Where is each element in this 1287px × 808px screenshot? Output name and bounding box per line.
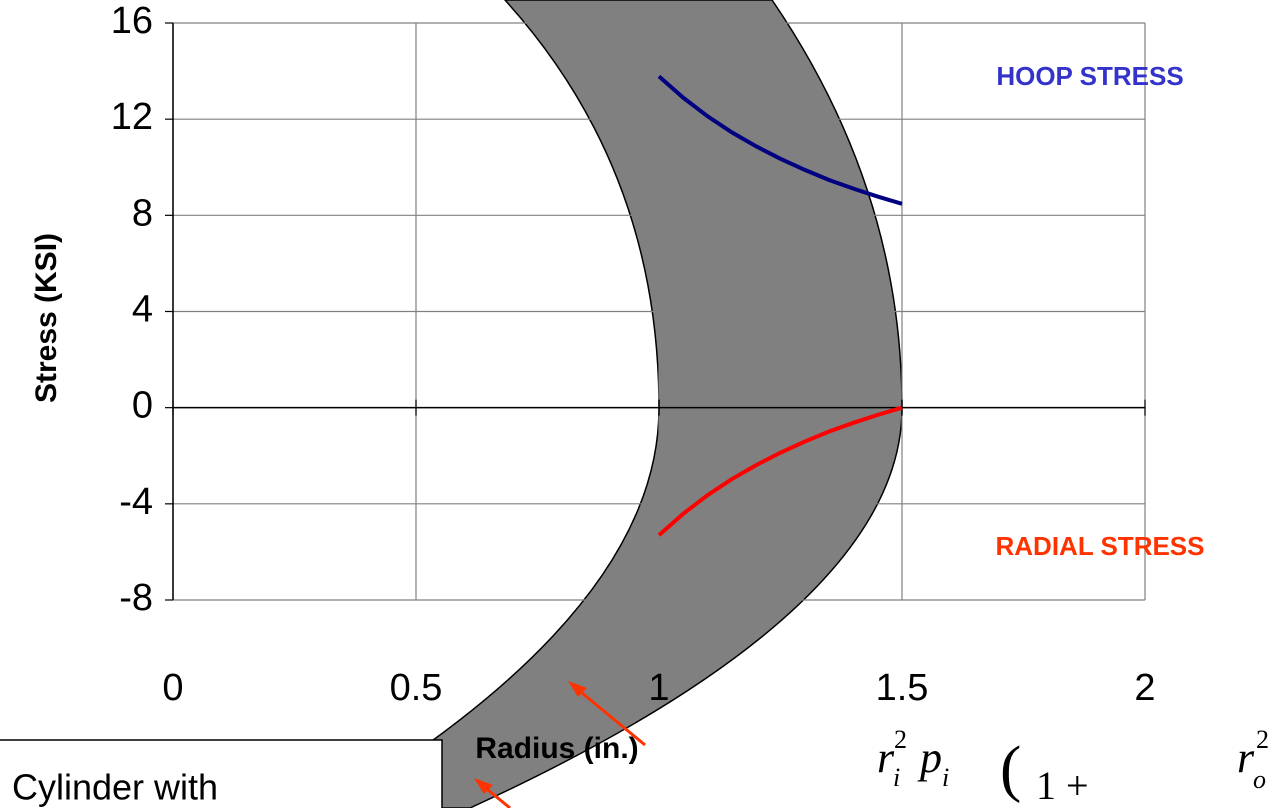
ticks: -8 -4 0 4 8 12 16 0 0.5 1 1.5 2 — [111, 0, 1156, 709]
formula-part: 2 — [1256, 725, 1269, 754]
y-axis-label: Stress (KSI) — [30, 233, 63, 403]
formula-part: ( — [1000, 733, 1021, 804]
y-tick-label: 12 — [111, 96, 153, 138]
x-tick-label: 2 — [1134, 667, 1155, 709]
formula-part: r — [1237, 733, 1255, 782]
y-tick-label: 4 — [132, 289, 153, 331]
grid — [172, 22, 1146, 601]
formula-part: r — [877, 733, 895, 782]
x-tick-label: 0.5 — [390, 667, 443, 709]
series-line — [657, 74, 903, 206]
x-tick-label: 1.5 — [876, 667, 929, 709]
formula-part: i — [942, 763, 949, 792]
x-axis-label: Radius (in.) — [475, 732, 638, 765]
formula: r i 2 p i ( 1 + r o 2 — [877, 725, 1269, 808]
note-box — [0, 739, 443, 808]
y-tick-label: 8 — [132, 192, 153, 234]
arrow-head — [568, 681, 587, 697]
y-tick-label: -4 — [119, 481, 153, 523]
y-tick-label: 16 — [111, 0, 153, 42]
series-label: HOOP STRESS — [996, 61, 1183, 91]
y-tick-label: 0 — [132, 385, 153, 427]
series-line — [657, 405, 903, 537]
x-tick-label: 1 — [648, 667, 669, 709]
series-label: RADIAL STRESS — [996, 531, 1205, 561]
formula-part: p — [917, 733, 942, 782]
note-text: l Cylinder with — [0, 767, 218, 808]
formula-part: 1 + — [1036, 763, 1089, 808]
formula-part: i — [893, 763, 900, 792]
y-tick-label: -8 — [119, 577, 153, 619]
formula-part: o — [1253, 765, 1266, 794]
arrow-head — [474, 778, 493, 794]
lines — [657, 74, 903, 537]
formula-part: 2 — [894, 725, 907, 754]
x-tick-label: 0 — [162, 667, 183, 709]
arrow — [575, 686, 646, 747]
